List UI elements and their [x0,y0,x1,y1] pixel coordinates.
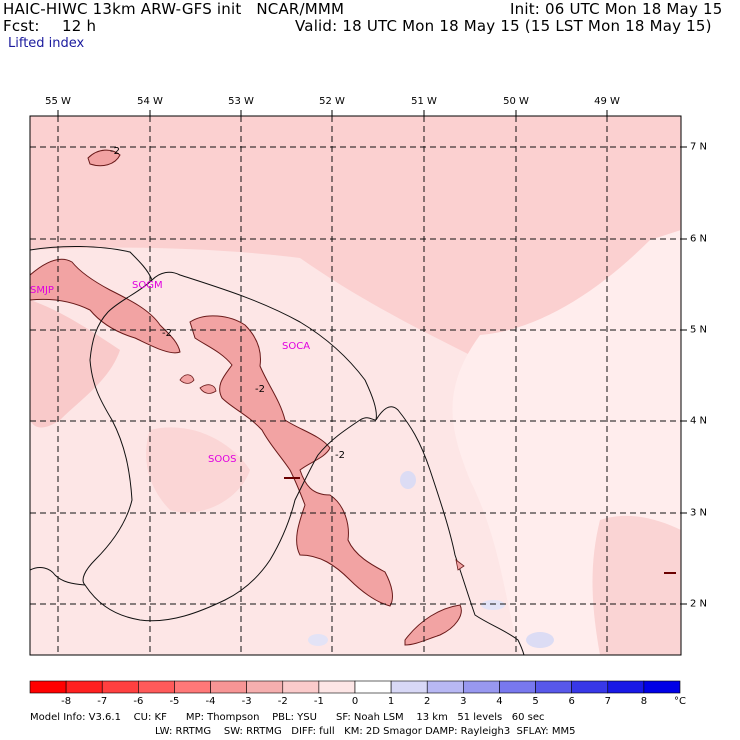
colorbar-swatch [101,680,139,694]
colorbar-swatch [354,680,392,694]
lon-label: 51 W [411,96,437,107]
colorbar-tick-label: -5 [169,696,180,707]
forecast-hour: 12 h [62,17,97,35]
border-line-south [29,567,86,586]
positive-spot-c [308,634,328,646]
colorbar-swatch [390,680,428,694]
soos-patch [146,427,250,513]
colorbar-swatch [174,680,211,694]
colorbar-tick-label: 1 [387,696,395,707]
colorbar-tick-label: 8 [640,696,648,707]
positive-spot-d [481,600,505,610]
colorbar-swatch [643,680,681,694]
colorbar-swatch [210,680,247,694]
colorbar-swatch [29,680,67,694]
lat-label: 5 N [690,324,708,336]
contour-region-north [87,149,121,167]
valid-time: Valid: 18 UTC Mon 18 May 15 (15 LST Mon … [295,17,712,35]
west-patch [30,300,120,428]
init-time: Init: 06 UTC Mon 18 May 15 [510,0,723,18]
colorbar-swatch [463,680,500,694]
model-info-line2: LW: RRTMG SW: RRTMG DIFF: full KM: 2D Sm… [155,726,576,737]
colorbar-tick-label: -2 [277,696,288,707]
model-info-line1: Model Info: V3.6.1 CU: KF MP: Thompson P… [30,712,545,723]
lat-label: 2 N [690,598,708,610]
station-label: SOCA [282,341,310,352]
lat-label: 6 N [690,233,708,245]
colorbar-tick-label: -1 [313,696,324,707]
positive-spot-b [526,632,554,648]
contour-region-south [404,604,462,646]
colorbar-tick-label: -6 [133,696,144,707]
lon-label: 50 W [503,96,529,107]
colorbar-tick-label: 3 [460,696,467,707]
lat-label: 7 N [690,141,708,153]
small-contour-b [199,384,217,394]
colorbar-tick-label: 2 [424,696,431,707]
station-label: SMJP [30,285,54,296]
lon-label: 52 W [319,96,345,107]
colorbar-swatch [246,680,284,694]
colorbar [29,680,681,694]
colorbar-unit: °C [674,696,686,707]
contour-region-northwest [29,258,181,354]
colorbar-swatch [535,680,572,694]
southeast-patch [592,515,681,655]
lat-label: 4 N [690,415,708,427]
contour-label: -2 [110,146,120,157]
colorbar-tick-label: -4 [205,696,216,707]
station-label: SOGM [132,280,163,291]
colorbar-tick-label: 6 [568,696,575,707]
lat-lon-grid [30,116,681,655]
field-name: Lifted index [8,36,85,51]
colorbar-tick-label: 4 [496,696,503,707]
lon-label: 53 W [228,96,254,107]
model-title: HAIC-HIWC 13km ARW-GFS init NCAR/MMM [3,0,345,18]
colorbar-swatch [65,680,103,694]
lat-label: 3 N [690,507,708,519]
colorbar-swatch [607,680,645,694]
colorbar-swatch [426,680,464,694]
contour-label: -2 [255,384,265,395]
contour-label: -2 [162,328,172,339]
small-contour-a [179,374,195,384]
positive-spot-a [400,471,416,489]
colorbar-swatch [499,680,536,694]
colorbar-tick-label: 0 [351,696,359,707]
colorbar-tick-label: -3 [241,696,252,707]
colorbar-tick-label: -7 [97,696,108,707]
colorbar-swatch [138,680,175,694]
coastal-contour [455,559,465,571]
colorbar-tick-label: -8 [61,696,72,707]
colorbar-tick-label: 5 [532,696,539,707]
contour-label: -2 [335,450,345,461]
colorbar-tick-label: 7 [604,696,611,707]
lon-label: 54 W [137,96,163,107]
colorbar-swatch [282,680,320,694]
axis-ticks [57,110,687,605]
forecast-label: Fcst: [3,17,40,35]
colorbar-swatch [318,680,356,694]
lon-label: 55 W [45,96,71,107]
station-label: SOOS [208,454,236,465]
map-frame [29,115,682,656]
coastline [29,245,525,656]
colorbar-swatch [571,680,609,694]
lon-label: 49 W [594,96,620,107]
